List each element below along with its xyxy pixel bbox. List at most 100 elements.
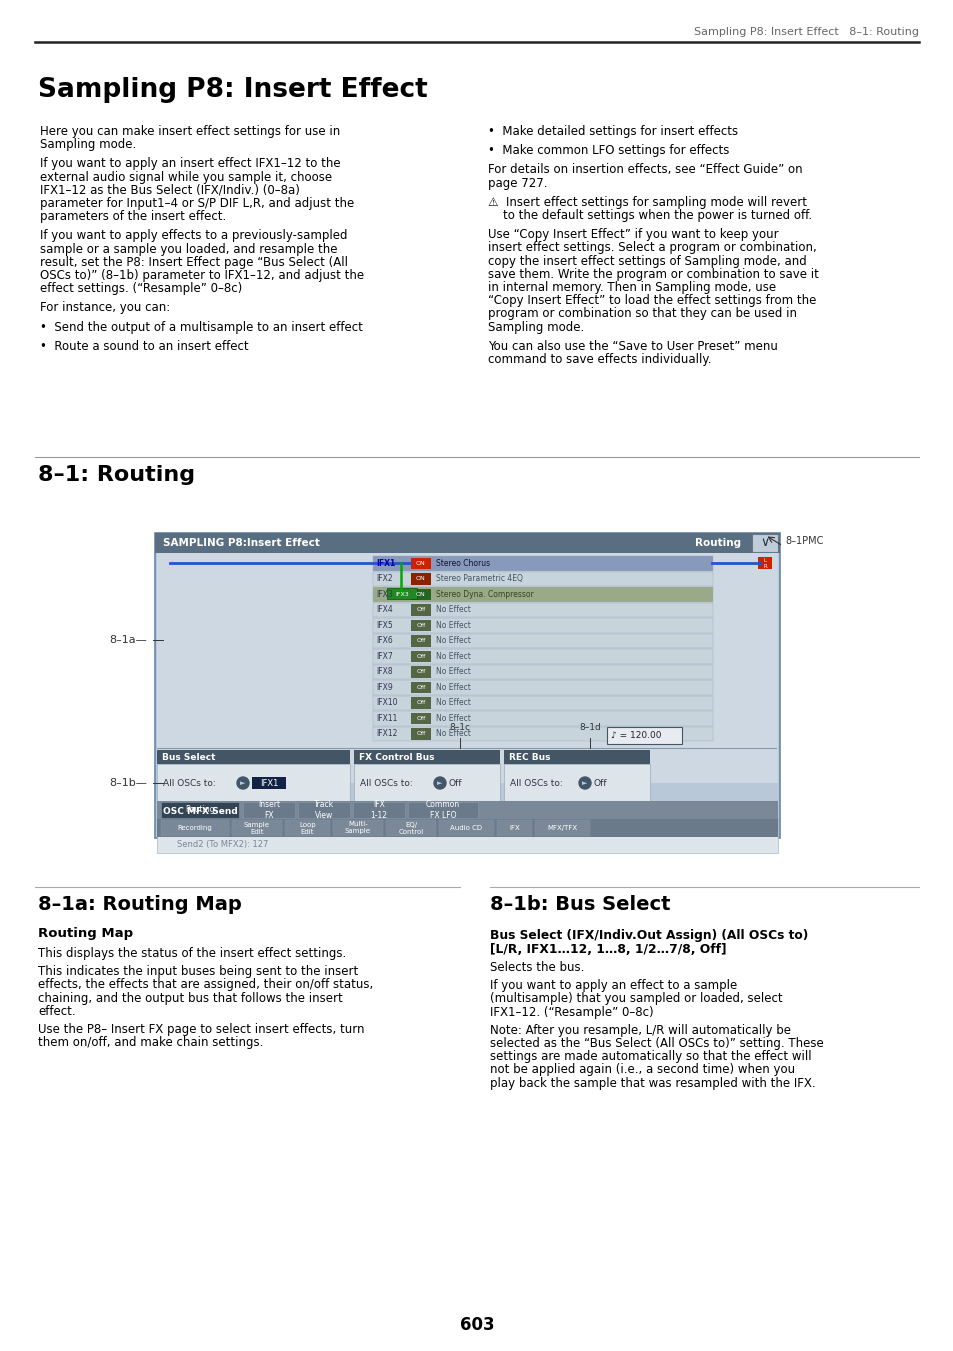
- Text: Sampling mode.: Sampling mode.: [40, 138, 136, 151]
- Text: (multisample) that you sampled or loaded, select: (multisample) that you sampled or loaded…: [490, 993, 781, 1005]
- Bar: [157, 804, 778, 817]
- Bar: [411, 681, 431, 693]
- Text: No Effect: No Effect: [436, 667, 471, 677]
- Text: •  Make common LFO settings for effects: • Make common LFO settings for effects: [488, 145, 729, 157]
- Text: Sampling P8: Insert Effect: Sampling P8: Insert Effect: [38, 77, 427, 103]
- Text: OSCs to)” (8–1b) parameter to IFX1–12, and adjust the: OSCs to)” (8–1b) parameter to IFX1–12, a…: [40, 269, 364, 282]
- Text: Bus Select (IFX/Indiv.Out Assign) (All OSCs to): Bus Select (IFX/Indiv.Out Assign) (All O…: [490, 929, 807, 942]
- Text: ►: ►: [240, 780, 246, 786]
- Bar: [386, 820, 436, 836]
- Text: ON: ON: [416, 577, 425, 581]
- Text: Send2 (To MFX2): 127: Send2 (To MFX2): 127: [177, 839, 268, 848]
- Text: IFX11: IFX11: [375, 713, 397, 723]
- Text: IFX4: IFX4: [375, 605, 393, 615]
- Text: IFX1–12. (“Resample” 0–8c): IFX1–12. (“Resample” 0–8c): [490, 1005, 653, 1019]
- Text: •  Route a sound to an insert effect: • Route a sound to an insert effect: [40, 340, 249, 353]
- Text: Bus Select: Bus Select: [162, 753, 215, 762]
- Bar: [373, 617, 712, 632]
- Text: IFX5: IFX5: [375, 620, 393, 630]
- Text: insert effect settings. Select a program or combination,: insert effect settings. Select a program…: [488, 242, 816, 254]
- Bar: [285, 820, 330, 836]
- Text: Off: Off: [416, 716, 425, 720]
- Text: “Copy Insert Effect” to load the effect settings from the: “Copy Insert Effect” to load the effect …: [488, 295, 816, 307]
- Text: to the default settings when the power is turned off.: to the default settings when the power i…: [488, 209, 811, 222]
- Text: Selects the bus.: Selects the bus.: [490, 961, 584, 974]
- Text: 8–1b: Bus Select: 8–1b: Bus Select: [490, 894, 670, 915]
- Bar: [157, 553, 778, 784]
- Bar: [354, 765, 499, 802]
- Text: Stereo Chorus: Stereo Chorus: [436, 559, 490, 567]
- Text: page 727.: page 727.: [488, 177, 547, 189]
- Bar: [297, 802, 350, 817]
- Text: Off: Off: [416, 685, 425, 690]
- Bar: [411, 635, 431, 647]
- Text: Common
FX LFO: Common FX LFO: [425, 800, 459, 820]
- Bar: [438, 820, 494, 836]
- Bar: [497, 820, 532, 836]
- Bar: [373, 571, 712, 586]
- Text: 8–1PMC: 8–1PMC: [784, 536, 822, 546]
- Text: 603: 603: [459, 1316, 494, 1333]
- Text: [L/R, IFX1…12, 1…8, 1/2…7/8, Off]: [L/R, IFX1…12, 1…8, 1/2…7/8, Off]: [490, 943, 726, 957]
- Text: You can also use the “Save to User Preset” menu: You can also use the “Save to User Prese…: [488, 340, 777, 353]
- Text: ON: ON: [416, 592, 425, 597]
- Bar: [373, 727, 712, 740]
- Text: selected as the “Bus Select (All OSCs to)” setting. These: selected as the “Bus Select (All OSCs to…: [490, 1038, 822, 1050]
- Text: IFX12: IFX12: [375, 730, 397, 738]
- Text: No Effect: No Effect: [436, 698, 471, 708]
- Text: If you want to apply effects to a previously-sampled: If you want to apply effects to a previo…: [40, 230, 347, 242]
- Text: All OSCs to:: All OSCs to:: [510, 778, 562, 788]
- Text: IFX1: IFX1: [375, 559, 395, 567]
- Text: settings are made automatically so that the effect will: settings are made automatically so that …: [490, 1050, 811, 1063]
- Text: IFX6: IFX6: [375, 636, 393, 646]
- Bar: [411, 650, 431, 662]
- Bar: [232, 820, 282, 836]
- Text: Here you can make insert effect settings for use in: Here you can make insert effect settings…: [40, 126, 340, 138]
- Bar: [411, 728, 431, 739]
- Text: 8–1b—: 8–1b—: [109, 778, 147, 788]
- Text: IFX1–12 as the Bus Select (IFX/Indiv.) (0–8a): IFX1–12 as the Bus Select (IFX/Indiv.) (…: [40, 184, 299, 197]
- Text: Recording: Recording: [177, 825, 213, 831]
- Circle shape: [578, 777, 590, 789]
- Text: IFX3: IFX3: [395, 592, 409, 597]
- Text: IFX9: IFX9: [375, 682, 393, 692]
- Bar: [157, 801, 778, 819]
- Bar: [411, 697, 431, 708]
- Text: No Effect: No Effect: [436, 636, 471, 646]
- Text: external audio signal while you sample it, choose: external audio signal while you sample i…: [40, 170, 332, 184]
- Text: not be applied again (i.e., a second time) when you: not be applied again (i.e., a second tim…: [490, 1063, 794, 1077]
- Bar: [758, 557, 771, 569]
- Text: IFX1: IFX1: [259, 778, 278, 788]
- Bar: [161, 820, 229, 836]
- Bar: [373, 711, 712, 725]
- Text: •  Make detailed settings for insert effects: • Make detailed settings for insert effe…: [488, 126, 738, 138]
- Text: Off: Off: [416, 700, 425, 705]
- Bar: [503, 765, 649, 802]
- Bar: [411, 712, 431, 724]
- Bar: [411, 589, 431, 600]
- Bar: [353, 802, 405, 817]
- Text: IFX3: IFX3: [375, 590, 393, 598]
- Bar: [411, 620, 431, 631]
- Text: All OSCs to:: All OSCs to:: [359, 778, 413, 788]
- Bar: [411, 666, 431, 677]
- Bar: [373, 680, 712, 694]
- Text: ∨: ∨: [760, 536, 769, 550]
- Text: OSC1 Send1 (To MFX1): 127: OSC1 Send1 (To MFX1): 127: [167, 825, 284, 835]
- Bar: [606, 727, 681, 744]
- Text: sample or a sample you loaded, and resample the: sample or a sample you loaded, and resam…: [40, 243, 337, 255]
- Text: No Effect: No Effect: [436, 651, 471, 661]
- Text: For instance, you can:: For instance, you can:: [40, 301, 170, 315]
- Text: Audio CD: Audio CD: [450, 825, 482, 831]
- Text: effects, the effects that are assigned, their on/off status,: effects, the effects that are assigned, …: [38, 978, 373, 992]
- Text: Off: Off: [449, 778, 462, 788]
- Text: program or combination so that they can be used in: program or combination so that they can …: [488, 308, 796, 320]
- Text: Use the P8– Insert FX page to select insert effects, turn: Use the P8– Insert FX page to select ins…: [38, 1023, 364, 1036]
- Bar: [503, 750, 649, 765]
- Text: No Effect: No Effect: [436, 730, 471, 738]
- Text: Loop
Edit: Loop Edit: [299, 821, 315, 835]
- Text: 8–1a—: 8–1a—: [110, 635, 147, 644]
- Text: Sample
Edit: Sample Edit: [244, 821, 270, 835]
- Bar: [333, 820, 382, 836]
- Text: Routing Map: Routing Map: [38, 927, 133, 940]
